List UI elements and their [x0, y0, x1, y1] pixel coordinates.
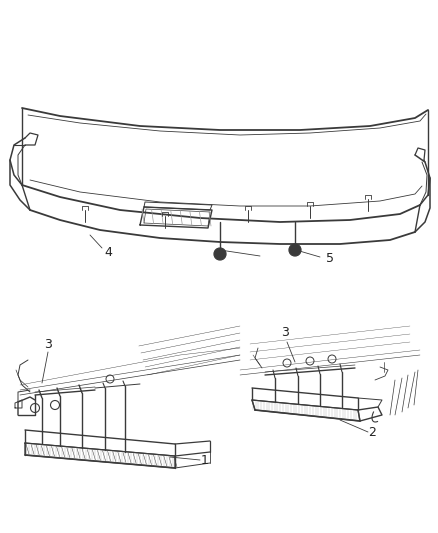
Text: 4: 4	[104, 246, 112, 259]
Text: 3: 3	[281, 327, 289, 340]
Text: 5: 5	[326, 252, 334, 264]
Circle shape	[289, 244, 301, 256]
Text: 1: 1	[201, 454, 209, 466]
Text: 3: 3	[44, 338, 52, 351]
Text: 2: 2	[368, 425, 376, 439]
Circle shape	[214, 248, 226, 260]
